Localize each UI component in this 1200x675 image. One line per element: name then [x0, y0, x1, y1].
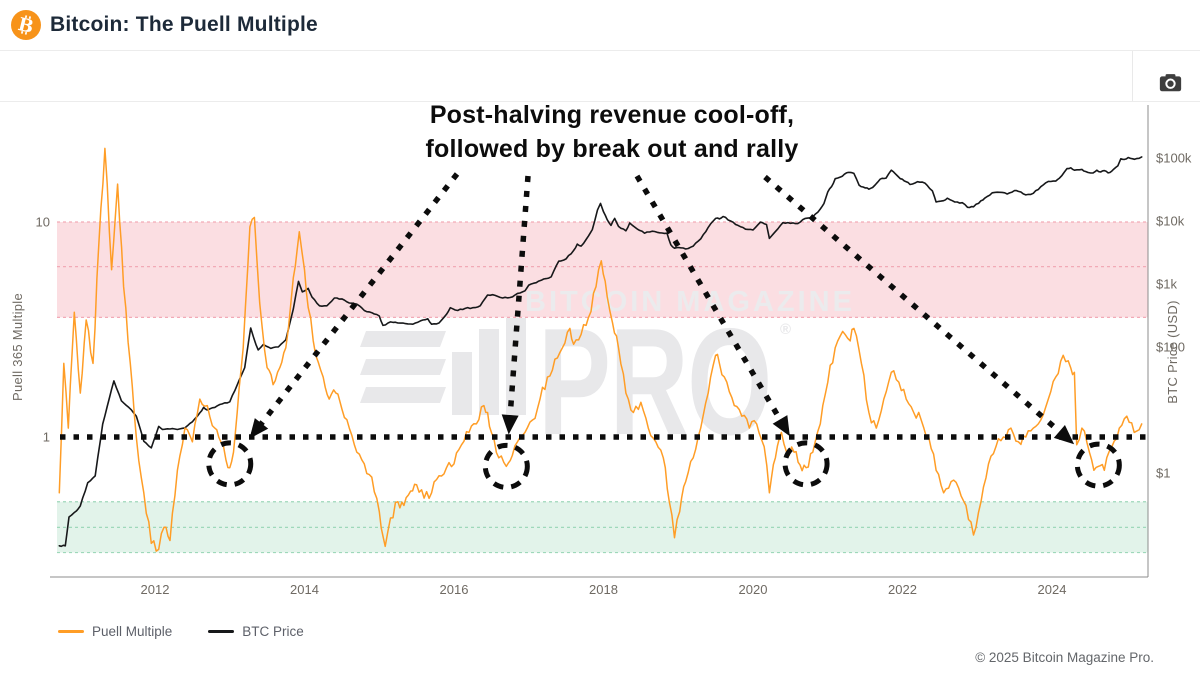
btc-price-series-line: [58, 156, 1143, 548]
y-left-axis-title: Puell 365 Multiple: [10, 293, 25, 401]
legend-item-btc-price[interactable]: BTC Price: [208, 624, 304, 639]
watermark-brand-text: BITCOIN MAGAZINE: [525, 286, 855, 318]
camera-icon: [1159, 73, 1181, 91]
legend-label: BTC Price: [242, 624, 304, 639]
watermark-registered-mark: ®: [780, 321, 791, 338]
annotation-arrow: [249, 172, 460, 439]
y-right-tick-label: $1: [1156, 466, 1170, 481]
bitcoin-logo-icon: B: [11, 10, 41, 40]
watermark-logo-icon: [360, 318, 526, 415]
chart-annotation-text: Post-halving revenue cool-off, followed …: [312, 98, 912, 166]
y-right-tick-label: $10k: [1156, 214, 1185, 229]
y-right-axis-title: BTC Price (USD): [1165, 300, 1180, 403]
svg-text:B: B: [16, 14, 36, 38]
x-axis-tick-label: 2012: [141, 582, 170, 597]
x-axis-tick-label: 2016: [440, 582, 469, 597]
annotation-line-2: followed by break out and rally: [425, 135, 799, 163]
watermark-product-text: PRO: [538, 297, 771, 467]
annotation-arrow: [763, 174, 1075, 445]
watermark: BITCOIN MAGAZINE PRO ®: [360, 286, 855, 467]
x-axis-tick-label: 2020: [739, 582, 768, 597]
chart-axes: 10 1 $100k $10k $1k $100 $1 2012 2014 2016 2018 202…: [10, 105, 1192, 597]
halving-dip-circle: [782, 440, 830, 488]
page-header: B Bitcoin: The Puell Multiple: [0, 0, 1200, 51]
x-axis-tick-label: 2022: [888, 582, 917, 597]
toolbar-divider: [1132, 51, 1133, 101]
chart-series: [58, 147, 1143, 552]
page-title: Bitcoin: The Puell Multiple: [50, 13, 318, 36]
annotation-arrow: [634, 174, 790, 437]
halving-dip-circle: [482, 442, 530, 490]
legend-item-puell-multiple[interactable]: Puell Multiple: [58, 624, 172, 639]
x-axis-tick-label: 2018: [589, 582, 618, 597]
halving-dip-circle: [1074, 441, 1122, 489]
screenshot-camera-button[interactable]: [1148, 68, 1192, 96]
y-right-tick-label: $100k: [1156, 151, 1192, 166]
legend-label: Puell Multiple: [92, 624, 173, 639]
halving-dip-circle: [206, 440, 254, 488]
copyright-text: © 2025 Bitcoin Magazine Pro.: [975, 650, 1154, 665]
y-left-tick-label: 1: [43, 430, 50, 445]
legend-swatch: [208, 630, 235, 633]
x-axis-tick-label: 2024: [1038, 582, 1067, 597]
y-right-tick-label: $1k: [1156, 277, 1177, 292]
chart-legend: Puell Multiple BTC Price: [58, 624, 304, 639]
annotation-line-1: Post-halving revenue cool-off,: [429, 101, 795, 129]
chart-annotations: [60, 172, 1146, 490]
annotation-arrow: [501, 175, 531, 435]
x-axis-tick-label: 2014: [290, 582, 319, 597]
puell-multiple-series-line: [58, 147, 1143, 552]
chart-toolbar: [0, 51, 1200, 102]
y-left-tick-label: 10: [36, 215, 50, 230]
y-right-tick-label: $100: [1156, 340, 1185, 355]
legend-swatch: [58, 630, 84, 633]
